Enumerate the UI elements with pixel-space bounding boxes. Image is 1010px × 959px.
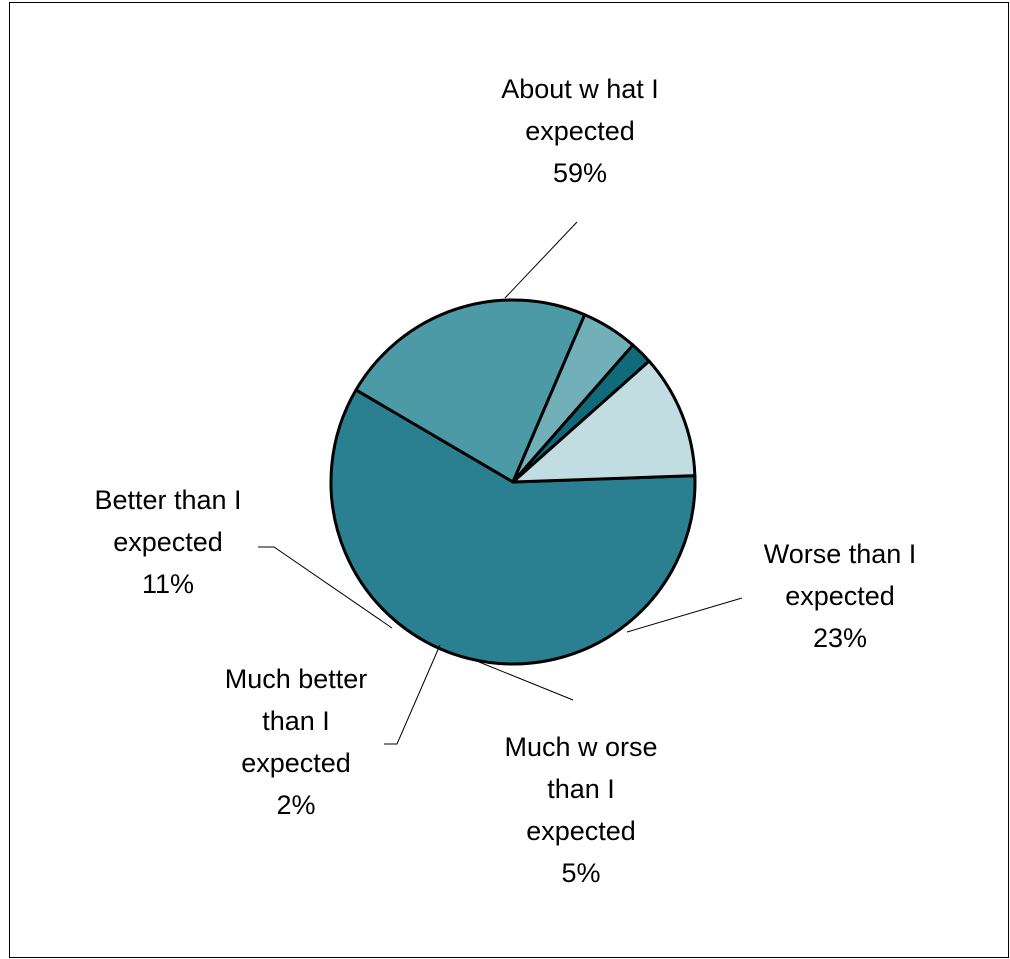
slice-label-line: expected: [525, 116, 635, 146]
slice-label-about-what-i-expected: About w hat I expected 59%: [501, 74, 659, 188]
slice-value-label: 11%: [142, 569, 194, 599]
slice-label-line: Much w orse: [504, 732, 657, 762]
slice-label-much-better-than-i-expected: Much better than I expected 2%: [225, 664, 368, 820]
leader-line-much-better-than-i-expected: [384, 644, 441, 745]
slice-label-line: Worse than I: [764, 539, 917, 569]
slice-label-worse-than-i-expected: Worse than I expected 23%: [764, 539, 917, 653]
leader-line-much-worse-than-i-expected: [478, 661, 574, 701]
slice-label-line: than I: [547, 774, 615, 804]
slice-value-label: 59%: [553, 158, 607, 188]
pie-slice-better-than-i-expected: [511, 359, 697, 484]
leader-line-worse-than-i-expected: [626, 597, 743, 633]
leader-line-better-than-i-expected: [258, 546, 393, 629]
slice-label-line: Much better: [225, 664, 368, 694]
leader-line-about-what-i-expected: [504, 221, 578, 299]
pie-slices: [329, 298, 697, 666]
slice-label-line: expected: [241, 748, 351, 778]
slice-label-line: expected: [785, 581, 895, 611]
leader-lines: [258, 221, 743, 745]
pie-slice-about-what-i-expected: [329, 388, 697, 666]
slice-label-much-worse-than-i-expected: Much w orse than I expected 5%: [504, 732, 657, 888]
slice-label-line: expected: [113, 527, 223, 557]
slice-label-line: expected: [526, 816, 636, 846]
slice-value-label: 5%: [561, 858, 600, 888]
slice-label-better-than-i-expected: Better than I expected 11%: [94, 485, 241, 599]
slice-label-line: Better than I: [94, 485, 241, 515]
slice-value-label: 2%: [276, 790, 315, 820]
slice-label-line: About w hat I: [501, 74, 659, 104]
slice-labels: About w hat I expected 59% Worse than I expe…: [94, 74, 916, 888]
slice-value-label: 23%: [813, 623, 867, 653]
pie-slice-worse-than-i-expected: [354, 298, 587, 484]
slice-label-line: than I: [262, 706, 330, 736]
